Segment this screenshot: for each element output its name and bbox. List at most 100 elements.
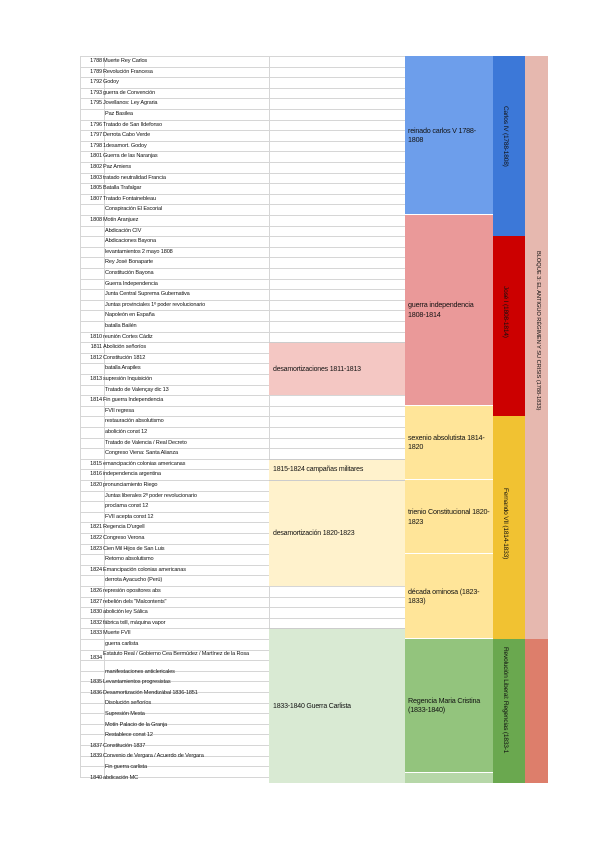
event-text: batalla Arapiles [105, 365, 141, 372]
event-text: Guerra de las Naranjas [103, 153, 158, 160]
event-text: Convenio de Vergara / Acuerdo de Vergara [103, 753, 204, 760]
row-divider [80, 766, 405, 768]
row-divider [80, 692, 405, 693]
event-text: Levantamientos progresistas [103, 679, 171, 686]
event-text: Paz Amiens [103, 164, 132, 170]
event-year: 1821 [90, 524, 102, 531]
event-text: Guerra Independencia [105, 280, 158, 287]
desamortization-cell: 1833-1840 Guerra Carlista [269, 628, 405, 784]
event-year: 1824 [90, 566, 102, 573]
event-year [80, 709, 102, 720]
row-divider [80, 162, 405, 163]
row-divider [80, 469, 405, 471]
desamortization-cell: desamortización 1820-1823 [269, 480, 405, 586]
period-cell [405, 772, 493, 784]
period-label: década ominosa (1823-1833) [408, 586, 480, 606]
event-year: 1822 [90, 535, 102, 541]
row-divider [80, 723, 405, 725]
event-text: Disolución señoríos [105, 700, 151, 707]
row-divider [80, 745, 405, 746]
event-year: 1810 [90, 333, 102, 340]
row-divider [80, 257, 405, 259]
row-divider [80, 702, 405, 704]
row-divider [80, 299, 405, 301]
event-text: Constitución 1837 [103, 742, 146, 749]
block-cell: BLOQUE 3: EL ANTIGUO RÉGIMEN Y SU CRISIS… [525, 56, 548, 639]
row-divider [80, 246, 405, 248]
period-label: trienio Constitucional 1820-1823 [408, 507, 490, 526]
event-year [80, 226, 102, 237]
event-text: Desamortización Mendizábal 1836-1851 [103, 689, 198, 696]
row-divider [80, 183, 405, 185]
event-text: reunión Cortes Cádiz [103, 333, 153, 340]
event-text: Muerte Rey Carlos [103, 58, 148, 64]
event-year [80, 667, 102, 678]
period-label: reinado carlos V 1788-1808 [408, 125, 476, 144]
period-cell: trienio Constitucional 1820-1823 [405, 480, 493, 555]
row-divider [80, 310, 405, 312]
block-cell [525, 639, 548, 784]
event-text: Revolución Francesa [103, 68, 153, 75]
event-text: represión opositores abs [103, 588, 161, 594]
event-text: Restablece const 12 [105, 732, 153, 739]
event-year: 1820 [90, 482, 102, 488]
column-divider [104, 56, 105, 777]
reign-cell: José I (1808-1814) [493, 236, 525, 417]
row-divider [80, 416, 405, 418]
row-divider [80, 564, 405, 566]
event-text: batalla Bailén [105, 323, 137, 329]
row-divider [80, 554, 405, 556]
event-year [80, 236, 102, 247]
event-text: FVII regresa [105, 407, 134, 414]
event-year [80, 639, 102, 650]
event-year: 1816 [90, 471, 102, 478]
event-text: supresión Inquisición [103, 376, 153, 382]
event-text: Retorno absolutismo [105, 556, 154, 563]
event-text: Tratado de Valençay dic 13 [105, 386, 169, 393]
row-divider [80, 533, 405, 534]
row-divider [80, 448, 405, 450]
row-divider [80, 204, 405, 206]
event-year [80, 427, 102, 438]
column-divider [80, 56, 81, 777]
event-year: 1830 [90, 609, 102, 616]
row-divider [80, 236, 405, 238]
event-text: Congreso Viena: Santa Alianza [105, 450, 178, 457]
event-text: levantamientos 2 mayo 1808 [105, 248, 173, 255]
event-text: Cien Mil Hijos de San Luis [103, 545, 165, 552]
period-cell: reinado carlos V 1788-1808 [405, 56, 493, 215]
row-divider [80, 331, 405, 333]
event-text: guerra de Convención [103, 89, 156, 96]
row-divider [80, 395, 405, 397]
event-year: 1795 [90, 100, 102, 107]
event-year: 1840 [90, 774, 102, 781]
event-text: Conspiración El Escorial [105, 206, 163, 213]
period-label: Regencia Maria Cristina (1833-1840) [408, 695, 481, 715]
row-divider [80, 458, 405, 460]
row-divider [80, 140, 405, 142]
desamortization-label: desamortización 1820-1823 [273, 530, 355, 537]
event-text: Tratado Fontainebleau [103, 195, 156, 202]
event-text: Motín Palacio de la Granja [105, 721, 168, 728]
event-year [80, 406, 102, 417]
event-text: Muerte FVII [103, 630, 131, 637]
event-year: 1833 [90, 630, 102, 637]
event-year: 1826 [90, 588, 102, 594]
event-year: 1801 [90, 153, 102, 160]
event-year [80, 501, 102, 512]
reign-cell: Carlos IV (1788-1808) [493, 56, 525, 237]
event-year: 1789 [90, 68, 102, 75]
desamortization-cell: 1815-1824 campañas militares [269, 458, 405, 480]
event-year: 1796 [90, 121, 102, 128]
event-text: fábrica txill, máquina vapor [103, 619, 166, 626]
row-divider [80, 575, 405, 577]
event-year [80, 762, 102, 773]
event-year: 1802 [90, 164, 102, 170]
event-year [80, 416, 102, 427]
row-divider [80, 151, 405, 153]
period-cell: década ominosa (1823-1833) [405, 554, 493, 639]
column-divider [269, 56, 270, 777]
event-year [80, 321, 102, 332]
row-divider [80, 755, 405, 757]
